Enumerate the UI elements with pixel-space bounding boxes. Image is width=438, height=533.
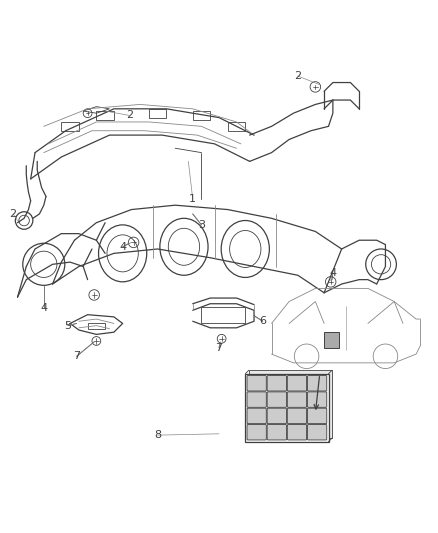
Text: 4: 4 [119,242,126,252]
Text: 6: 6 [259,316,266,326]
FancyBboxPatch shape [307,424,327,440]
FancyBboxPatch shape [307,376,327,391]
Text: 4: 4 [40,303,47,313]
Text: 2: 2 [10,209,17,219]
FancyBboxPatch shape [247,424,266,440]
FancyBboxPatch shape [287,376,307,391]
FancyBboxPatch shape [267,408,286,424]
Text: 3: 3 [198,220,205,230]
Text: 1: 1 [189,193,196,204]
Polygon shape [324,332,339,348]
Text: 5: 5 [64,321,71,330]
FancyBboxPatch shape [267,392,286,407]
Text: 8: 8 [154,430,161,440]
Text: 7: 7 [215,343,223,352]
Polygon shape [249,370,332,438]
FancyBboxPatch shape [287,424,307,440]
FancyBboxPatch shape [247,376,266,391]
FancyBboxPatch shape [267,376,286,391]
FancyBboxPatch shape [287,392,307,407]
FancyBboxPatch shape [307,408,327,424]
FancyBboxPatch shape [247,392,266,407]
FancyBboxPatch shape [267,424,286,440]
FancyBboxPatch shape [247,408,266,424]
Polygon shape [245,374,328,442]
Text: 7: 7 [73,351,80,361]
Text: 4: 4 [329,268,336,278]
FancyBboxPatch shape [307,392,327,407]
Text: 2: 2 [126,110,133,120]
FancyBboxPatch shape [287,408,307,424]
Text: 2: 2 [294,71,301,81]
